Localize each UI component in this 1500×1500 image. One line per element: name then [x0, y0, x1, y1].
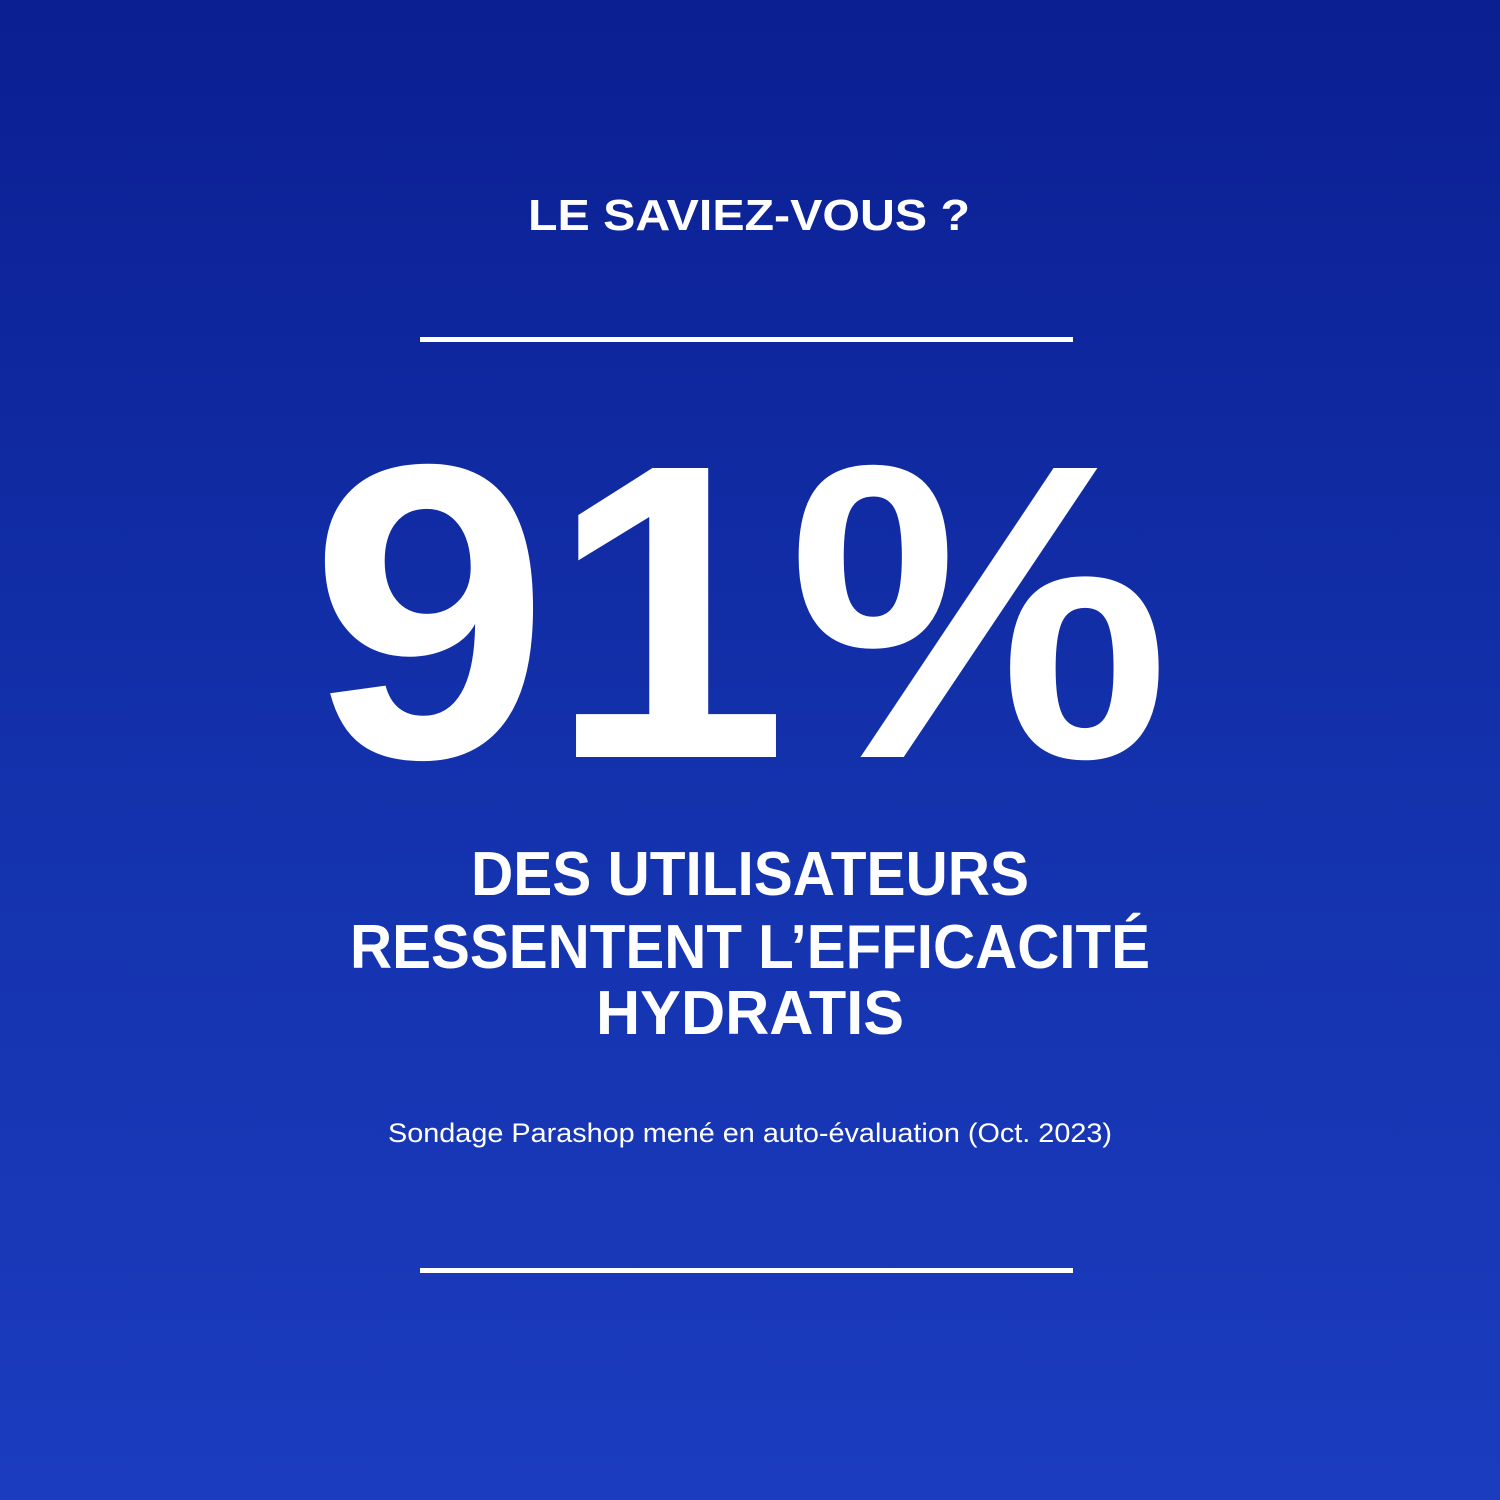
- footnote: Sondage Parashop mené en auto-évaluation…: [388, 1118, 1112, 1148]
- stat: 91%: [310, 378, 1170, 847]
- description-line: RESSENTENT L’EFFICACITÉ: [350, 913, 1150, 982]
- divider-bottom: [420, 1268, 1073, 1273]
- description-line: HYDRATIS: [596, 979, 904, 1048]
- eyebrow: LE SAVIEZ-VOUS ?: [528, 191, 970, 240]
- divider-top: [420, 337, 1073, 342]
- description-line: DES UTILISATEURS: [471, 840, 1029, 909]
